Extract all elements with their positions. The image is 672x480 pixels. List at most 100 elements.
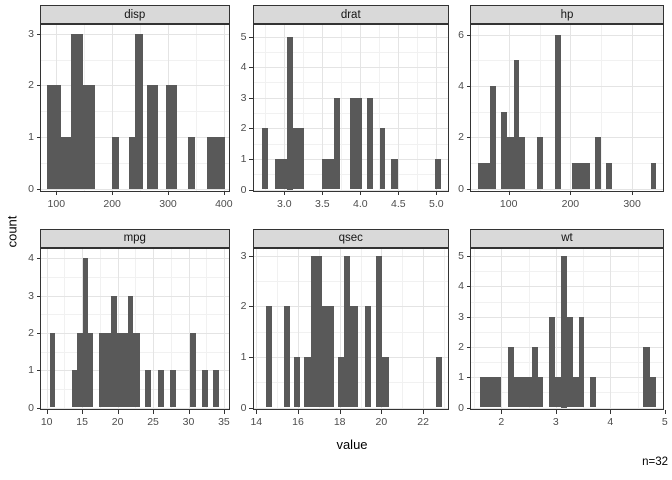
sample-size-note: n=32: [642, 456, 668, 468]
tick-mark: [339, 410, 341, 414]
x-tick-label: 4.5: [390, 197, 406, 210]
gridline-minor-v: [99, 248, 101, 409]
histogram-bar: [116, 332, 128, 408]
histogram-bar: [595, 137, 602, 189]
y-tick-label: 2: [240, 300, 247, 313]
histogram-bar: [537, 377, 544, 408]
gridline-major-h: [471, 188, 663, 190]
gridline-minor-v: [135, 248, 137, 409]
histogram-bar: [578, 316, 585, 408]
gridline-minor-h: [471, 60, 663, 62]
tick-mark: [36, 85, 40, 87]
tick-mark: [501, 410, 503, 414]
histogram-bar: [189, 332, 196, 408]
gridline-major-v: [223, 25, 225, 191]
gridline-major-h: [253, 189, 448, 191]
gridline-major-h: [471, 34, 663, 36]
histogram-bar: [507, 137, 514, 189]
facet-strip: wt: [470, 229, 664, 248]
histogram-bar: [77, 332, 83, 408]
gridline-major-h: [41, 258, 229, 260]
gridline-major-v: [82, 248, 84, 409]
tick-mark: [256, 410, 258, 414]
histogram-bar: [572, 377, 579, 408]
y-tick-label: 3: [240, 91, 247, 104]
gridline-major-h: [253, 407, 448, 409]
tick-mark: [112, 191, 114, 195]
histogram-bar: [337, 356, 344, 408]
histogram-bar: [292, 128, 305, 190]
tick-mark: [249, 306, 253, 308]
histogram-bar: [145, 370, 151, 408]
histogram-bar: [112, 137, 119, 189]
histogram-bar: [262, 128, 269, 190]
x-tick-label: 3.0: [276, 197, 292, 210]
histogram-bar: [158, 370, 164, 408]
x-tick-label: 10: [40, 416, 53, 428]
histogram-bar: [60, 137, 71, 189]
y-tick-label: 1: [240, 350, 247, 363]
gridline-major-h: [471, 407, 663, 409]
x-tick-label: 3.5: [314, 197, 330, 210]
histogram-bar: [165, 85, 178, 189]
gridline-major-h: [471, 86, 663, 87]
x-tick-label: 200: [103, 197, 121, 210]
histogram-bar: [334, 97, 340, 190]
gridline-minor-h: [41, 314, 229, 316]
histogram-bar: [364, 306, 371, 408]
y-tick-label: 3: [28, 27, 34, 40]
x-axis-title: value: [336, 437, 368, 452]
histogram-bar: [380, 128, 386, 190]
gridline-major-v: [117, 248, 119, 409]
tick-mark: [36, 188, 40, 190]
tick-mark: [466, 86, 470, 87]
histogram-bar: [187, 137, 195, 189]
gridline-major-h: [41, 33, 229, 35]
histogram-bar: [490, 86, 497, 189]
histogram-bar: [321, 306, 335, 408]
histogram-bar: [275, 158, 287, 190]
y-tick-label: 2: [28, 326, 34, 339]
histogram-bar: [531, 346, 538, 408]
gridline-minor-v: [303, 25, 305, 191]
tick-mark: [249, 97, 253, 99]
histogram-bar: [170, 370, 176, 408]
histogram-bar: [561, 256, 568, 408]
y-tick-label: 4: [458, 80, 464, 92]
tick-mark: [249, 407, 253, 409]
y-tick-label: 0: [458, 401, 464, 414]
tick-mark: [466, 286, 470, 288]
x-tick-label: 2: [498, 416, 505, 428]
histogram-bar: [537, 137, 544, 189]
gridline-major-v: [298, 248, 299, 409]
facet-strip: qsec: [252, 229, 449, 248]
gridline-minor-h: [471, 163, 663, 165]
gridline-minor-v: [64, 248, 66, 409]
tick-mark: [284, 191, 286, 195]
gridline-major-v: [632, 25, 634, 191]
tick-mark: [322, 191, 324, 195]
histogram-bar: [513, 60, 520, 189]
histogram-bar: [478, 163, 491, 189]
histogram-bar: [435, 356, 442, 408]
tick-mark: [153, 410, 155, 414]
histogram-bar: [349, 97, 362, 190]
x-tick-label: 14: [250, 416, 263, 428]
tick-mark: [249, 67, 253, 69]
gridline-minor-h: [253, 51, 448, 53]
histogram-bar: [201, 370, 208, 408]
tick-mark: [360, 191, 362, 195]
histogram-bar: [519, 137, 526, 189]
gridline-major-v: [436, 25, 438, 191]
y-tick-label: 2: [458, 340, 464, 353]
histogram-bar: [367, 97, 374, 190]
gridline-minor-h: [253, 82, 448, 84]
tick-mark: [423, 410, 425, 414]
histogram-bar: [83, 85, 96, 189]
gridline-minor-v: [379, 25, 381, 191]
histogram-bar: [555, 377, 562, 408]
tick-mark: [188, 410, 190, 414]
tick-mark: [466, 137, 470, 139]
tick-mark: [36, 33, 40, 35]
tick-mark: [466, 346, 470, 348]
